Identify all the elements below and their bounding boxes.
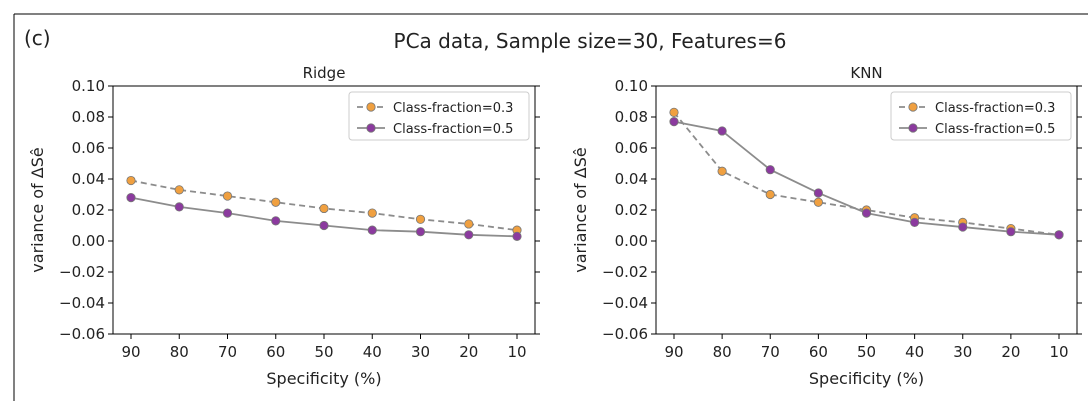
ridge-x-tick-label: 80 xyxy=(170,343,189,361)
ridge-series-1-point xyxy=(222,208,233,218)
knn-legend-swatch-marker-0 xyxy=(908,102,918,112)
knn-x-tick-label: 50 xyxy=(857,343,876,361)
ridge-series-0-point xyxy=(271,197,281,207)
knn-x-tick-label: 70 xyxy=(761,343,780,361)
knn-y-axis-label: variance of ΔSê xyxy=(571,147,590,272)
knn-y-tick-label: 0.06 xyxy=(615,139,648,157)
ridge-series-line-1 xyxy=(130,196,518,238)
ridge-series-0-point xyxy=(174,185,184,195)
knn-legend-box xyxy=(890,91,1072,141)
knn-x-tick-label: 20 xyxy=(1001,343,1020,361)
knn-series-0-point xyxy=(765,189,775,200)
ridge-legend-swatch-marker-1 xyxy=(366,123,376,133)
ridge-panel: Ridge −0.06 −0.04 −0.02 0.00 0.02 0.04 0.06 0.08… xyxy=(28,64,540,388)
knn-y-tick-label: 0.10 xyxy=(615,77,648,95)
ridge-legend-label-1: Class-fraction=0.5 xyxy=(393,122,513,137)
knn-x-tick-label: 80 xyxy=(713,343,732,361)
ridge-x-tick-label: 40 xyxy=(363,343,382,361)
figure-title: PCa data, Sample size=30, Features=6 xyxy=(394,29,787,53)
ridge-series-1-point xyxy=(271,216,281,226)
knn-y-tick-label: −0.06 xyxy=(602,325,648,343)
ridge-y-axis-label: variance of ΔSê xyxy=(28,147,47,272)
ridge-series-1-point xyxy=(126,193,136,203)
knn-y-tick-label: 0.08 xyxy=(615,108,648,126)
ridge-y-tick-label: 0.04 xyxy=(72,170,105,188)
knn-y-tick-label: 0.04 xyxy=(615,170,648,188)
ridge-y-tick-label: 0.00 xyxy=(72,232,105,250)
ridge-legend-box xyxy=(348,91,530,141)
knn-series-0-point xyxy=(717,166,727,176)
ridge-series-0-point xyxy=(415,214,426,224)
ridge-series-0-point xyxy=(222,191,233,201)
ridge-x-tick-label: 60 xyxy=(266,343,285,361)
ridge-y-tick-label: 0.02 xyxy=(72,201,105,219)
knn-series-line-0 xyxy=(673,111,1060,236)
ridge-series-1-point xyxy=(367,225,377,235)
knn-series-1-point xyxy=(669,117,679,127)
knn-series-0-point xyxy=(813,197,823,207)
knn-x-tick-label: 10 xyxy=(1049,343,1068,361)
ridge-y-tick-label: −0.06 xyxy=(59,325,105,343)
knn-x-tick-label: 90 xyxy=(664,343,683,361)
ridge-y-tick-label: 0.10 xyxy=(72,77,105,95)
knn-legend-swatch-marker-1 xyxy=(908,123,918,133)
ridge-y-tick-label: 0.06 xyxy=(72,139,105,157)
ridge-x-tick-label: 30 xyxy=(411,343,430,361)
ridge-legend-label-0: Class-fraction=0.3 xyxy=(393,101,513,116)
knn-x-tick-label: 30 xyxy=(953,343,972,361)
ridge-x-tick-label: 90 xyxy=(121,343,140,361)
knn-x-tick-label: 60 xyxy=(809,343,828,361)
panel-tag: (c) xyxy=(24,26,51,50)
knn-series-1-point xyxy=(1006,227,1016,237)
ridge-panel-title: Ridge xyxy=(303,64,346,82)
ridge-x-axis-label: Specificity (%) xyxy=(266,369,381,388)
knn-y-tick-label: −0.04 xyxy=(602,294,648,312)
knn-x-axis-label: Specificity (%) xyxy=(809,369,924,388)
knn-series-1-point xyxy=(717,126,727,136)
ridge-x-tick-label: 70 xyxy=(218,343,237,361)
ridge-series-1-point xyxy=(319,220,329,231)
ridge-y-tick-label: −0.04 xyxy=(59,294,105,312)
ridge-series-0-point xyxy=(464,219,474,229)
knn-series-1-point xyxy=(1054,230,1064,240)
ridge-x-tick-label: 20 xyxy=(459,343,478,361)
knn-legend-label-0: Class-fraction=0.3 xyxy=(935,101,1055,116)
knn-x-tick-label: 40 xyxy=(905,343,924,361)
ridge-series-0-point xyxy=(319,203,329,214)
knn-legend-label-1: Class-fraction=0.5 xyxy=(935,122,1055,137)
ridge-series-1-point xyxy=(464,230,474,240)
ridge-x-tick-label: 50 xyxy=(314,343,333,361)
ridge-series-1-point xyxy=(512,231,522,241)
knn-y-tick-label: 0.00 xyxy=(615,232,648,250)
knn-y-tick-label: 0.02 xyxy=(615,201,648,219)
ridge-series-0-point xyxy=(367,208,377,218)
knn-panel-title: KNN xyxy=(850,64,882,82)
ridge-legend-swatch-marker-0 xyxy=(366,102,376,112)
knn-series-1-point xyxy=(910,217,920,227)
knn-panel: KNN −0.06 −0.04 −0.02 0.00 0.02 0.04 0.06 0.08 0.… xyxy=(571,64,1082,388)
knn-series-0-point xyxy=(669,107,679,117)
ridge-x-tick-label: 10 xyxy=(507,343,526,361)
knn-series-1-point xyxy=(958,222,968,232)
knn-series-1-point xyxy=(765,165,775,175)
ridge-series-1-point xyxy=(174,202,184,212)
ridge-y-tick-label: −0.02 xyxy=(59,263,105,281)
knn-series-1-point xyxy=(813,188,823,198)
ridge-series-1-point xyxy=(415,227,426,237)
ridge-series-0-point xyxy=(126,175,136,186)
knn-series-1-point xyxy=(861,208,872,218)
ridge-y-tick-label: 0.08 xyxy=(72,108,105,126)
knn-y-tick-label: −0.02 xyxy=(602,263,648,281)
